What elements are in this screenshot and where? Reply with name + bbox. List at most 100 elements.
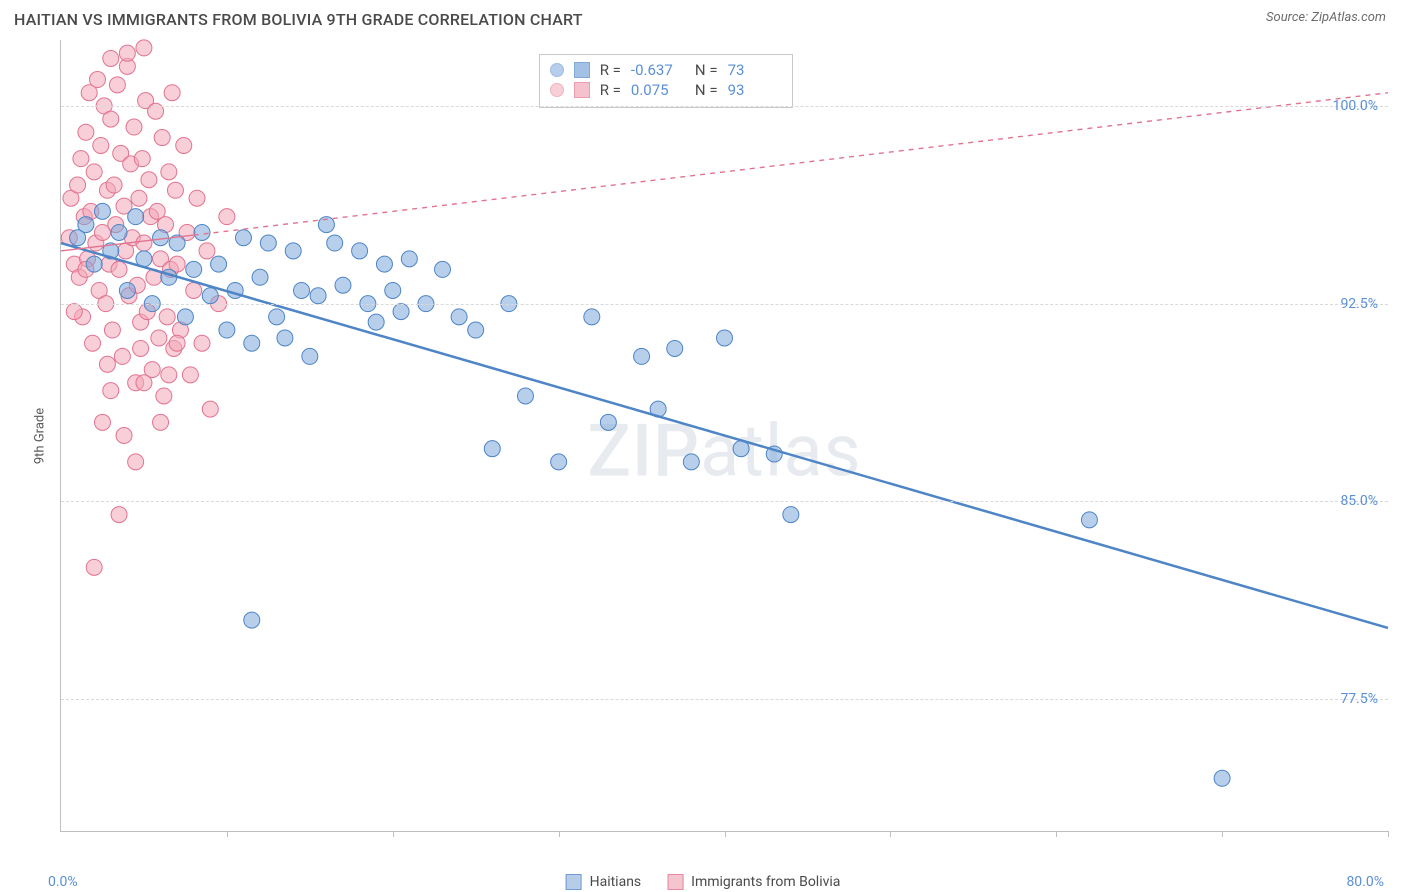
data-point [584,309,600,325]
stat-r-label: R = [600,81,621,99]
data-point [252,269,268,285]
data-point [86,256,102,272]
data-point [244,612,260,628]
data-point [116,428,132,444]
data-point [376,256,392,272]
data-point [128,209,144,225]
x-axis-min-label: 0.0% [48,874,78,890]
data-point [327,235,343,251]
data-point [136,40,152,56]
stat-n-label: N = [695,61,718,79]
data-point [294,282,310,298]
x-tick [1056,831,1057,837]
data-point [634,348,650,364]
data-point [401,251,417,267]
chart-area: 9th Grade ZIPatlas R =-0.637N =73R =0.07… [18,40,1388,832]
gridline [61,304,1388,305]
data-point [235,230,251,246]
data-point [106,177,122,193]
source-label: Source: ZipAtlas.com [1266,10,1386,25]
data-point [435,261,451,277]
stat-r-value: -0.637 [631,61,685,79]
data-point [154,130,170,146]
data-point [111,261,127,277]
series-swatch-icon [574,82,590,98]
stats-row: R =-0.637N =73 [550,61,782,79]
data-point [99,356,115,372]
data-point [667,340,683,356]
y-axis-label: 9th Grade [33,408,48,464]
data-point [133,340,149,356]
data-point [1214,770,1230,786]
data-point [86,559,102,575]
data-point [109,77,125,93]
legend-swatch-icon [566,874,582,890]
data-point [176,137,192,153]
data-point [128,454,144,470]
data-point [153,414,169,430]
stat-r-value: 0.075 [631,81,685,99]
data-point [85,335,101,351]
data-point [136,375,152,391]
data-point [86,164,102,180]
series-marker-icon [550,83,564,97]
data-point [310,288,326,304]
trendline [61,243,1388,628]
data-point [161,367,177,383]
data-point [451,309,467,325]
data-point [141,172,157,188]
data-point [119,282,135,298]
data-point [211,256,227,272]
data-point [551,454,567,470]
data-point [269,309,285,325]
data-point [194,224,210,240]
y-tick-label: 92.5% [1340,296,1378,312]
data-point [164,85,180,101]
legend-swatch-icon [667,874,683,890]
data-point [202,401,218,417]
plot-svg [61,40,1388,831]
data-point [683,454,699,470]
data-point [89,72,105,88]
chart-header: HAITIAN VS IMMIGRANTS FROM BOLIVIA 9TH G… [0,0,1406,33]
x-tick [1222,831,1223,837]
data-point [393,304,409,320]
series-swatch-icon [574,62,590,78]
data-point [103,383,119,399]
data-point [111,507,127,523]
data-point [182,367,198,383]
stat-n-label: N = [695,81,718,99]
data-point [167,182,183,198]
data-point [219,209,235,225]
x-tick [227,831,228,837]
data-point [103,111,119,127]
x-tick [559,831,560,837]
data-point [1081,512,1097,528]
data-point [126,119,142,135]
x-tick [890,831,891,837]
data-point [244,335,260,351]
data-point [159,309,175,325]
y-tick-label: 100.0% [1333,98,1378,114]
x-tick [725,831,726,837]
legend-label: Immigrants from Bolivia [691,874,840,890]
data-point [186,261,202,277]
data-point [335,277,351,293]
data-point [93,137,109,153]
data-point [468,322,484,338]
x-tick [1388,831,1389,837]
data-point [186,282,202,298]
trendline [194,93,1388,235]
data-point [104,322,120,338]
data-point [260,235,276,251]
data-point [131,190,147,206]
data-point [368,314,384,330]
data-point [114,348,130,364]
data-point [199,243,215,259]
legend-item: Haitians [566,874,642,890]
gridline [61,501,1388,502]
data-point [119,45,135,61]
data-point [202,288,218,304]
y-tick-label: 77.5% [1340,691,1378,707]
data-point [78,124,94,140]
